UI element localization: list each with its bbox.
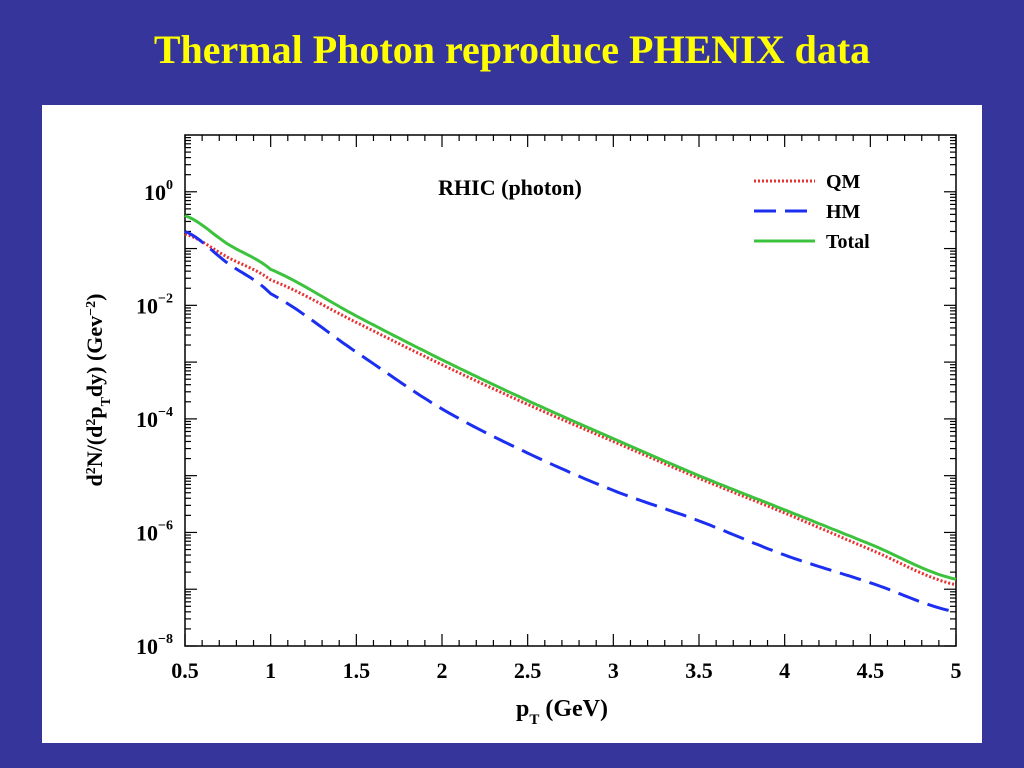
y-tick-label: 10−6 <box>136 518 173 545</box>
legend-label-qm: QM <box>826 171 861 193</box>
x-tick-label: 2.5 <box>514 658 542 683</box>
plot-frame <box>184 134 957 647</box>
x-tick-label: 5 <box>951 658 962 683</box>
y-tick-label: 10−4 <box>136 405 173 432</box>
x-axis-title: pT (GeV) <box>516 696 608 728</box>
x-tick-label: 1.5 <box>343 658 371 683</box>
series-line-total <box>184 214 957 581</box>
series-line-hm <box>184 230 957 614</box>
x-tick-label: 3 <box>608 658 619 683</box>
y-tick-label: 10−2 <box>136 291 173 318</box>
x-tick-label: 4.5 <box>857 658 885 683</box>
x-tick-label: 4 <box>779 658 790 683</box>
slide-title: Thermal Photon reproduce PHENIX data <box>153 27 871 72</box>
y-tick-label: 10−8 <box>136 632 173 659</box>
series-lines <box>184 214 957 614</box>
x-tick-label: 2 <box>437 658 448 683</box>
plot-panel: 100 10−2 10−4 10−6 10−8 0.5 1 1.5 2 2.5 3 3.5 4 4.5 5… <box>42 105 982 743</box>
x-axis-title-main: p <box>516 696 529 722</box>
chart: 100 10−2 10−4 10−6 10−8 0.5 1 1.5 2 2.5 3 3.5 4 4.5 5… <box>82 134 962 728</box>
x-tick-label: 1 <box>265 658 276 683</box>
x-tick-label: 0.5 <box>171 658 199 683</box>
y-tick-label: 100 <box>144 178 173 205</box>
legend-label-total: Total <box>826 231 870 253</box>
legend: QM HM Total <box>754 171 870 253</box>
chart-title: RHIC (photon) <box>438 175 582 200</box>
legend-label-hm: HM <box>826 201 861 223</box>
x-axis-title-rest: (GeV) <box>539 696 608 722</box>
x-axis-title-sub: T <box>529 712 539 728</box>
y-axis-ticks: 100 10−2 10−4 10−6 10−8 <box>136 136 956 659</box>
y-axis-title: d2N/(d2pTdy) (Gev−2) <box>82 294 114 487</box>
x-axis-ticks: 0.5 1 1.5 2 2.5 3 3.5 4 4.5 5 <box>171 135 962 683</box>
x-tick-label: 3.5 <box>685 658 713 683</box>
series-line-qm <box>184 232 957 587</box>
